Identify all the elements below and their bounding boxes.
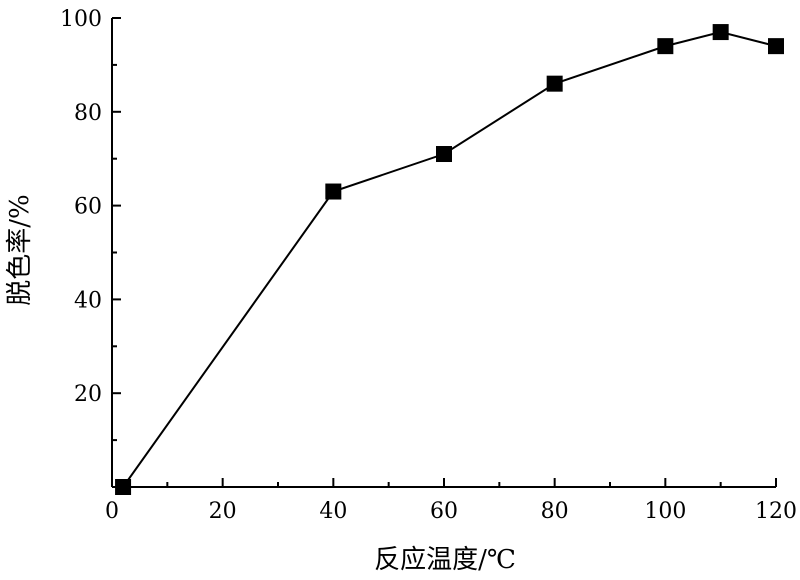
axes xyxy=(111,18,776,488)
x-tick-label: 80 xyxy=(541,499,569,524)
x-tick-label: 120 xyxy=(755,499,797,524)
series xyxy=(115,24,784,495)
x-tick-label: 20 xyxy=(209,499,237,524)
data-point-marker xyxy=(657,38,674,55)
series-line xyxy=(122,31,777,488)
y-tick-label: 100 xyxy=(60,7,102,32)
tick-labels: 0 20 40 60 80 100 120 20 40 60 80 100 xyxy=(60,7,797,524)
ticks xyxy=(111,17,777,487)
y-tick-label: 20 xyxy=(74,382,102,407)
y-tick-label: 40 xyxy=(74,288,102,313)
data-point-marker xyxy=(115,479,132,495)
x-tick-label: 60 xyxy=(430,499,458,524)
x-tick-label: 40 xyxy=(319,499,347,524)
y-tick-label: 80 xyxy=(74,101,102,126)
data-point-marker xyxy=(436,146,452,163)
y-axis-label: 脱色率/% xyxy=(5,194,35,305)
data-point-marker xyxy=(768,38,784,55)
y-tick-label: 60 xyxy=(74,195,102,220)
x-axis-label: 反应温度/℃ xyxy=(374,545,516,575)
data-point-marker xyxy=(712,24,729,41)
data-point-marker xyxy=(325,183,342,200)
data-point-marker xyxy=(546,75,563,92)
x-tick-label: 100 xyxy=(644,499,686,524)
x-tick-label: 0 xyxy=(105,499,119,524)
